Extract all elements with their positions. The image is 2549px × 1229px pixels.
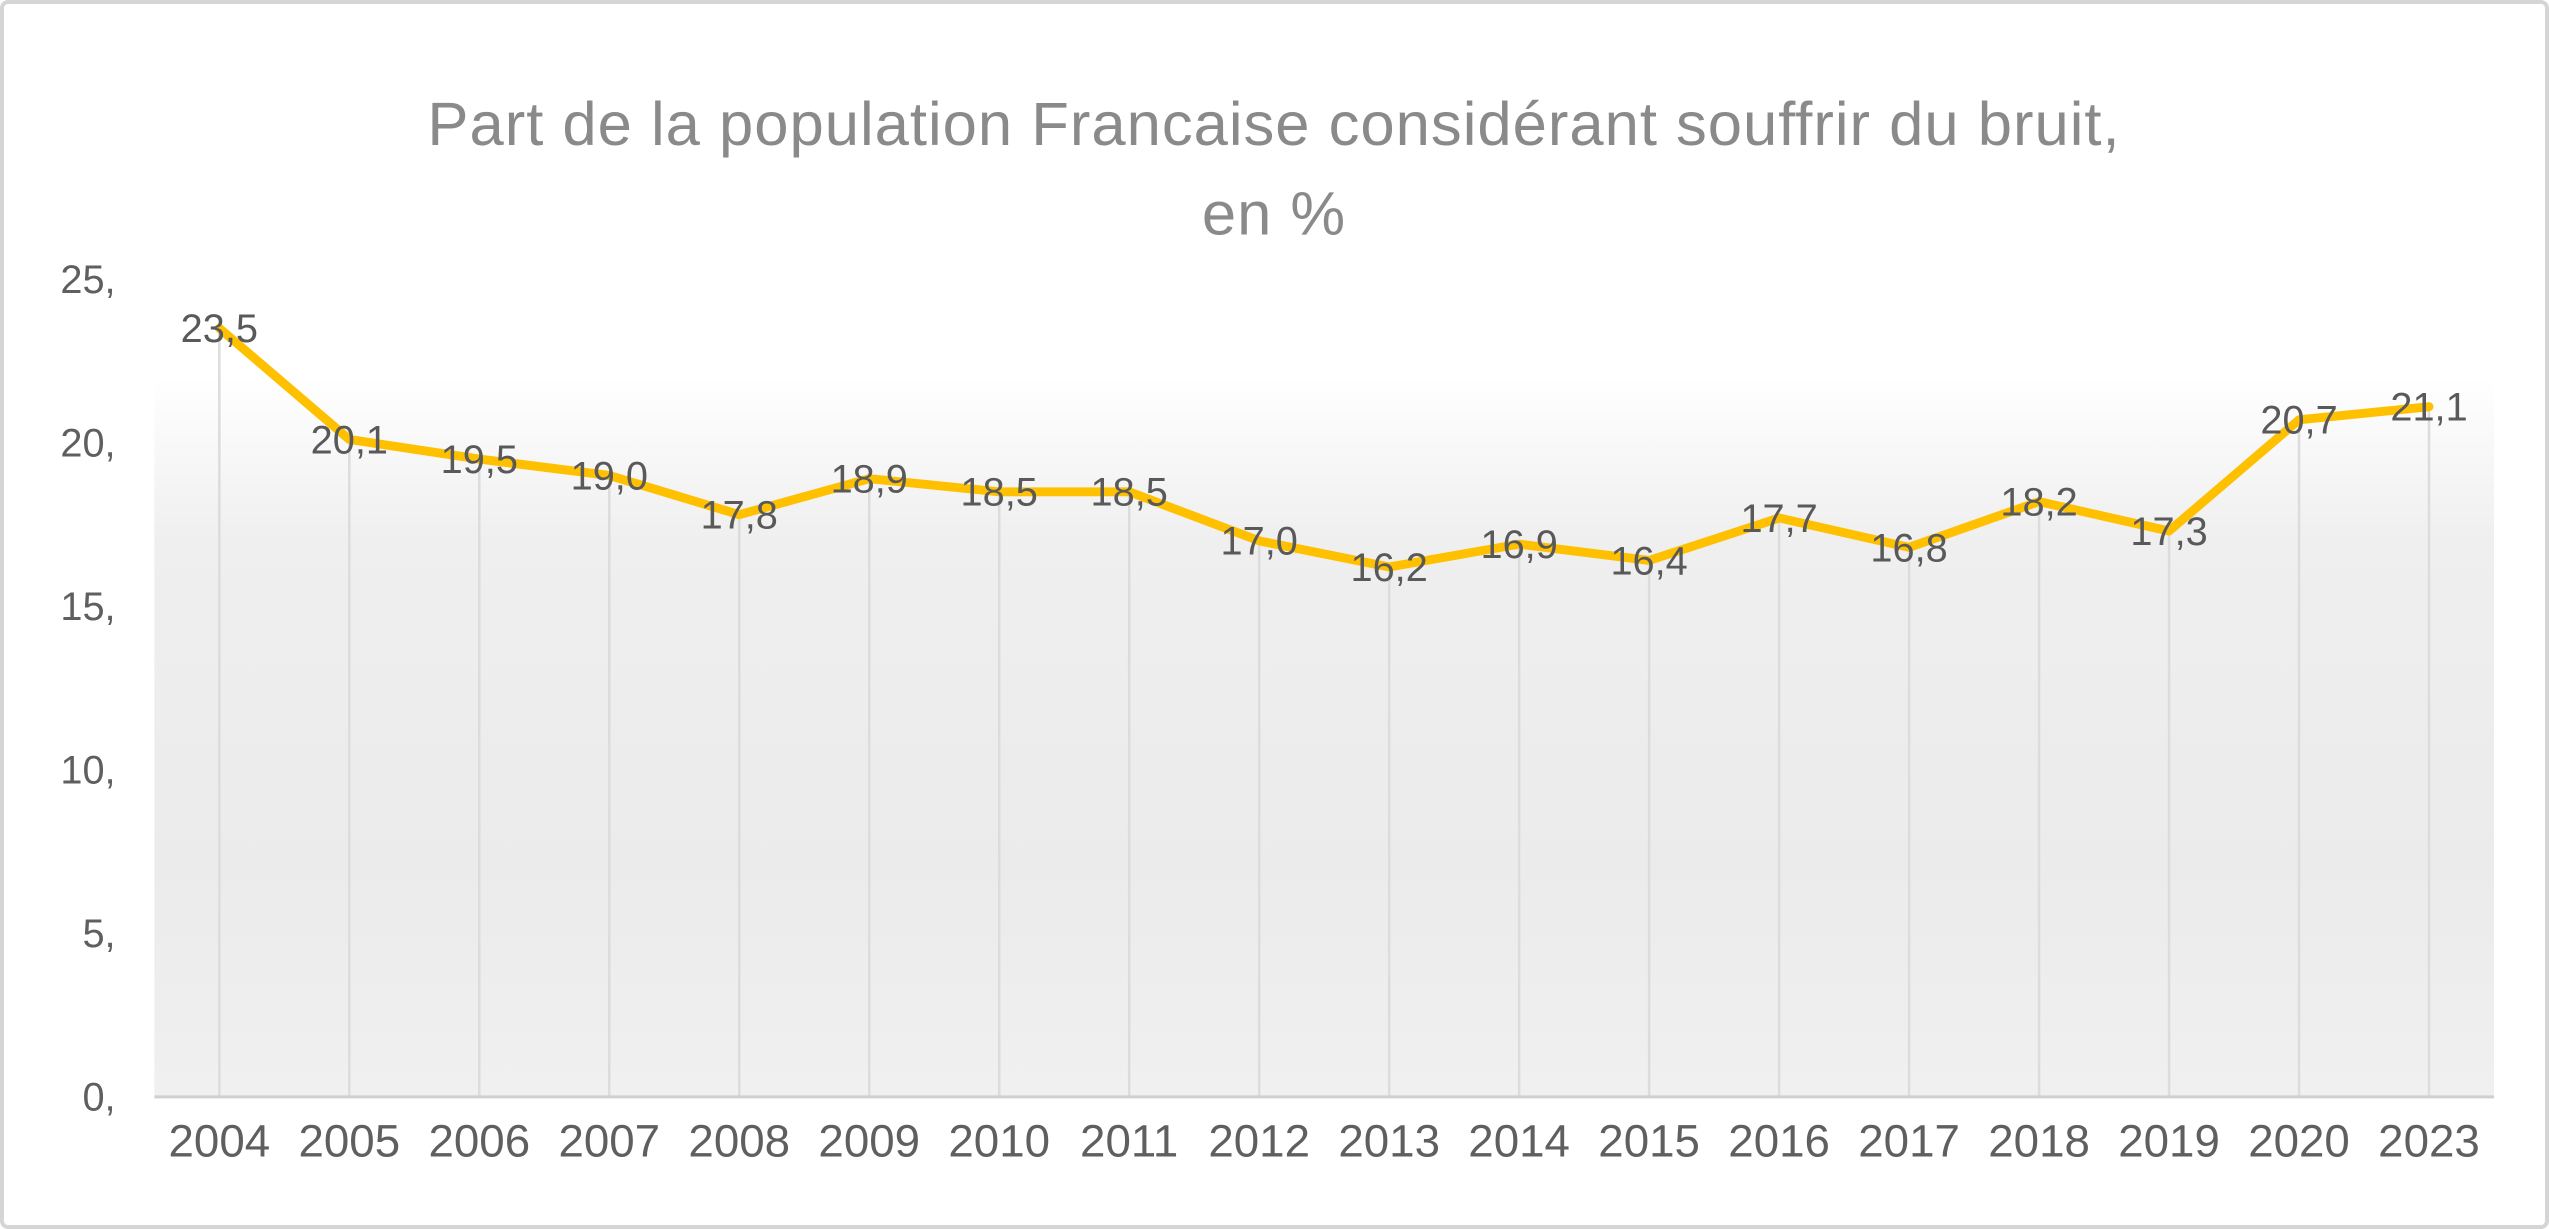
x-tick-label-2011: 2011 — [1080, 1115, 1178, 1166]
y-tick-label-0: 0, — [82, 1076, 115, 1120]
x-tick-label-2007: 2007 — [558, 1115, 660, 1166]
plot-area: 0, 5, 10, 15, 20, 25, 2004 2005 2006 2007 2008 2009… — [60, 258, 2495, 1166]
point-label-2019: 17,3 — [2130, 510, 2207, 554]
x-tick-label-2017: 2017 — [1858, 1115, 1960, 1166]
x-tick-label-2012: 2012 — [1208, 1115, 1310, 1166]
x-tick-label-2005: 2005 — [298, 1115, 400, 1166]
x-tick-label-2019: 2019 — [2118, 1115, 2220, 1166]
point-label-2017: 16,8 — [1870, 526, 1947, 570]
point-label-2014: 16,9 — [1480, 523, 1557, 567]
point-label-2005: 20,1 — [311, 418, 388, 462]
point-label-2010: 18,5 — [961, 471, 1038, 515]
point-label-2006: 19,5 — [441, 438, 518, 482]
point-label-2023: 21,1 — [2390, 386, 2467, 430]
point-label-2008: 17,8 — [701, 494, 778, 538]
x-tick-label-2023: 2023 — [2378, 1115, 2480, 1166]
x-tick-label-2014: 2014 — [1468, 1115, 1570, 1166]
point-label-2012: 17,0 — [1221, 520, 1298, 564]
y-tick-label-25: 25, — [60, 258, 115, 302]
series-line — [214, 323, 2434, 572]
point-label-2018: 18,2 — [2000, 481, 2077, 525]
x-tick-label-2013: 2013 — [1338, 1115, 1440, 1166]
x-tick-label-2006: 2006 — [428, 1115, 530, 1166]
point-label-2011: 18,5 — [1091, 471, 1168, 515]
x-tick-label-2010: 2010 — [948, 1115, 1050, 1166]
y-tick-label-20: 20, — [60, 422, 115, 466]
point-label-2004: 23,5 — [181, 307, 258, 351]
x-tick-label-2009: 2009 — [818, 1115, 920, 1166]
x-tick-label-2015: 2015 — [1598, 1115, 1700, 1166]
x-tick-label-2004: 2004 — [169, 1115, 271, 1166]
y-tick-label-15: 15, — [60, 585, 115, 629]
x-tick-label-2008: 2008 — [688, 1115, 790, 1166]
point-label-2013: 16,2 — [1351, 546, 1428, 590]
x-tick-label-2016: 2016 — [1728, 1115, 1830, 1166]
x-tick-label-2018: 2018 — [1988, 1115, 2090, 1166]
point-label-2015: 16,4 — [1610, 539, 1687, 583]
point-label-2009: 18,9 — [831, 458, 908, 502]
chart-title-line2: en % — [1202, 179, 1346, 248]
point-label-2020: 20,7 — [2260, 399, 2337, 443]
x-tick-label-2020: 2020 — [2248, 1115, 2350, 1166]
point-label-2016: 17,7 — [1740, 497, 1817, 541]
chart-title-line1: Part de la population Francaise considér… — [427, 90, 2120, 159]
point-label-2007: 19,0 — [571, 454, 648, 498]
y-tick-label-10: 10, — [60, 749, 115, 793]
y-tick-label-5: 5, — [82, 912, 115, 956]
line-chart: 0, 5, 10, 15, 20, 25, 2004 2005 2006 2007 2008 2009… — [60, 90, 2495, 1166]
plot-background — [154, 279, 2495, 1097]
